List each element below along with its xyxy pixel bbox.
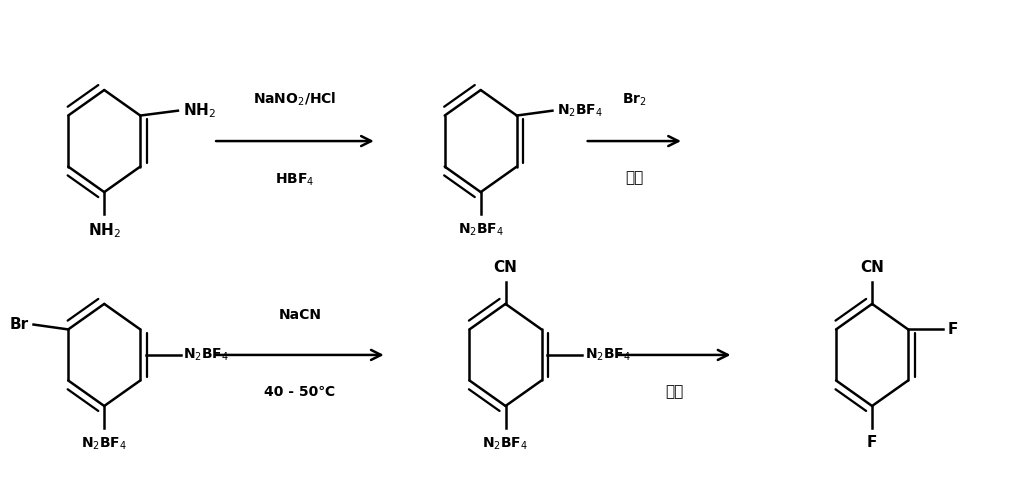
Text: N$_2$BF$_4$: N$_2$BF$_4$ xyxy=(81,435,127,451)
Text: NH$_2$: NH$_2$ xyxy=(88,221,120,240)
Text: Br: Br xyxy=(9,317,28,332)
Text: NH$_2$: NH$_2$ xyxy=(183,101,216,120)
Text: N$_2$BF$_4$: N$_2$BF$_4$ xyxy=(458,221,503,238)
Text: 光照: 光照 xyxy=(625,170,643,185)
Text: N$_2$BF$_4$: N$_2$BF$_4$ xyxy=(584,347,631,363)
Text: N$_2$BF$_4$: N$_2$BF$_4$ xyxy=(184,347,229,363)
Text: CN: CN xyxy=(493,260,518,275)
Text: 加热: 加热 xyxy=(665,384,683,399)
Text: NaCN: NaCN xyxy=(278,308,321,322)
Text: CN: CN xyxy=(860,260,884,275)
Text: F: F xyxy=(947,322,958,337)
Text: 40 - 50℃: 40 - 50℃ xyxy=(265,385,336,399)
Text: NaNO$_2$/HCl: NaNO$_2$/HCl xyxy=(253,91,337,108)
Text: F: F xyxy=(866,435,878,450)
Text: Br$_2$: Br$_2$ xyxy=(622,92,647,108)
Text: N$_2$BF$_4$: N$_2$BF$_4$ xyxy=(557,103,604,119)
Text: HBF$_4$: HBF$_4$ xyxy=(275,171,314,187)
Text: N$_2$BF$_4$: N$_2$BF$_4$ xyxy=(482,435,529,451)
